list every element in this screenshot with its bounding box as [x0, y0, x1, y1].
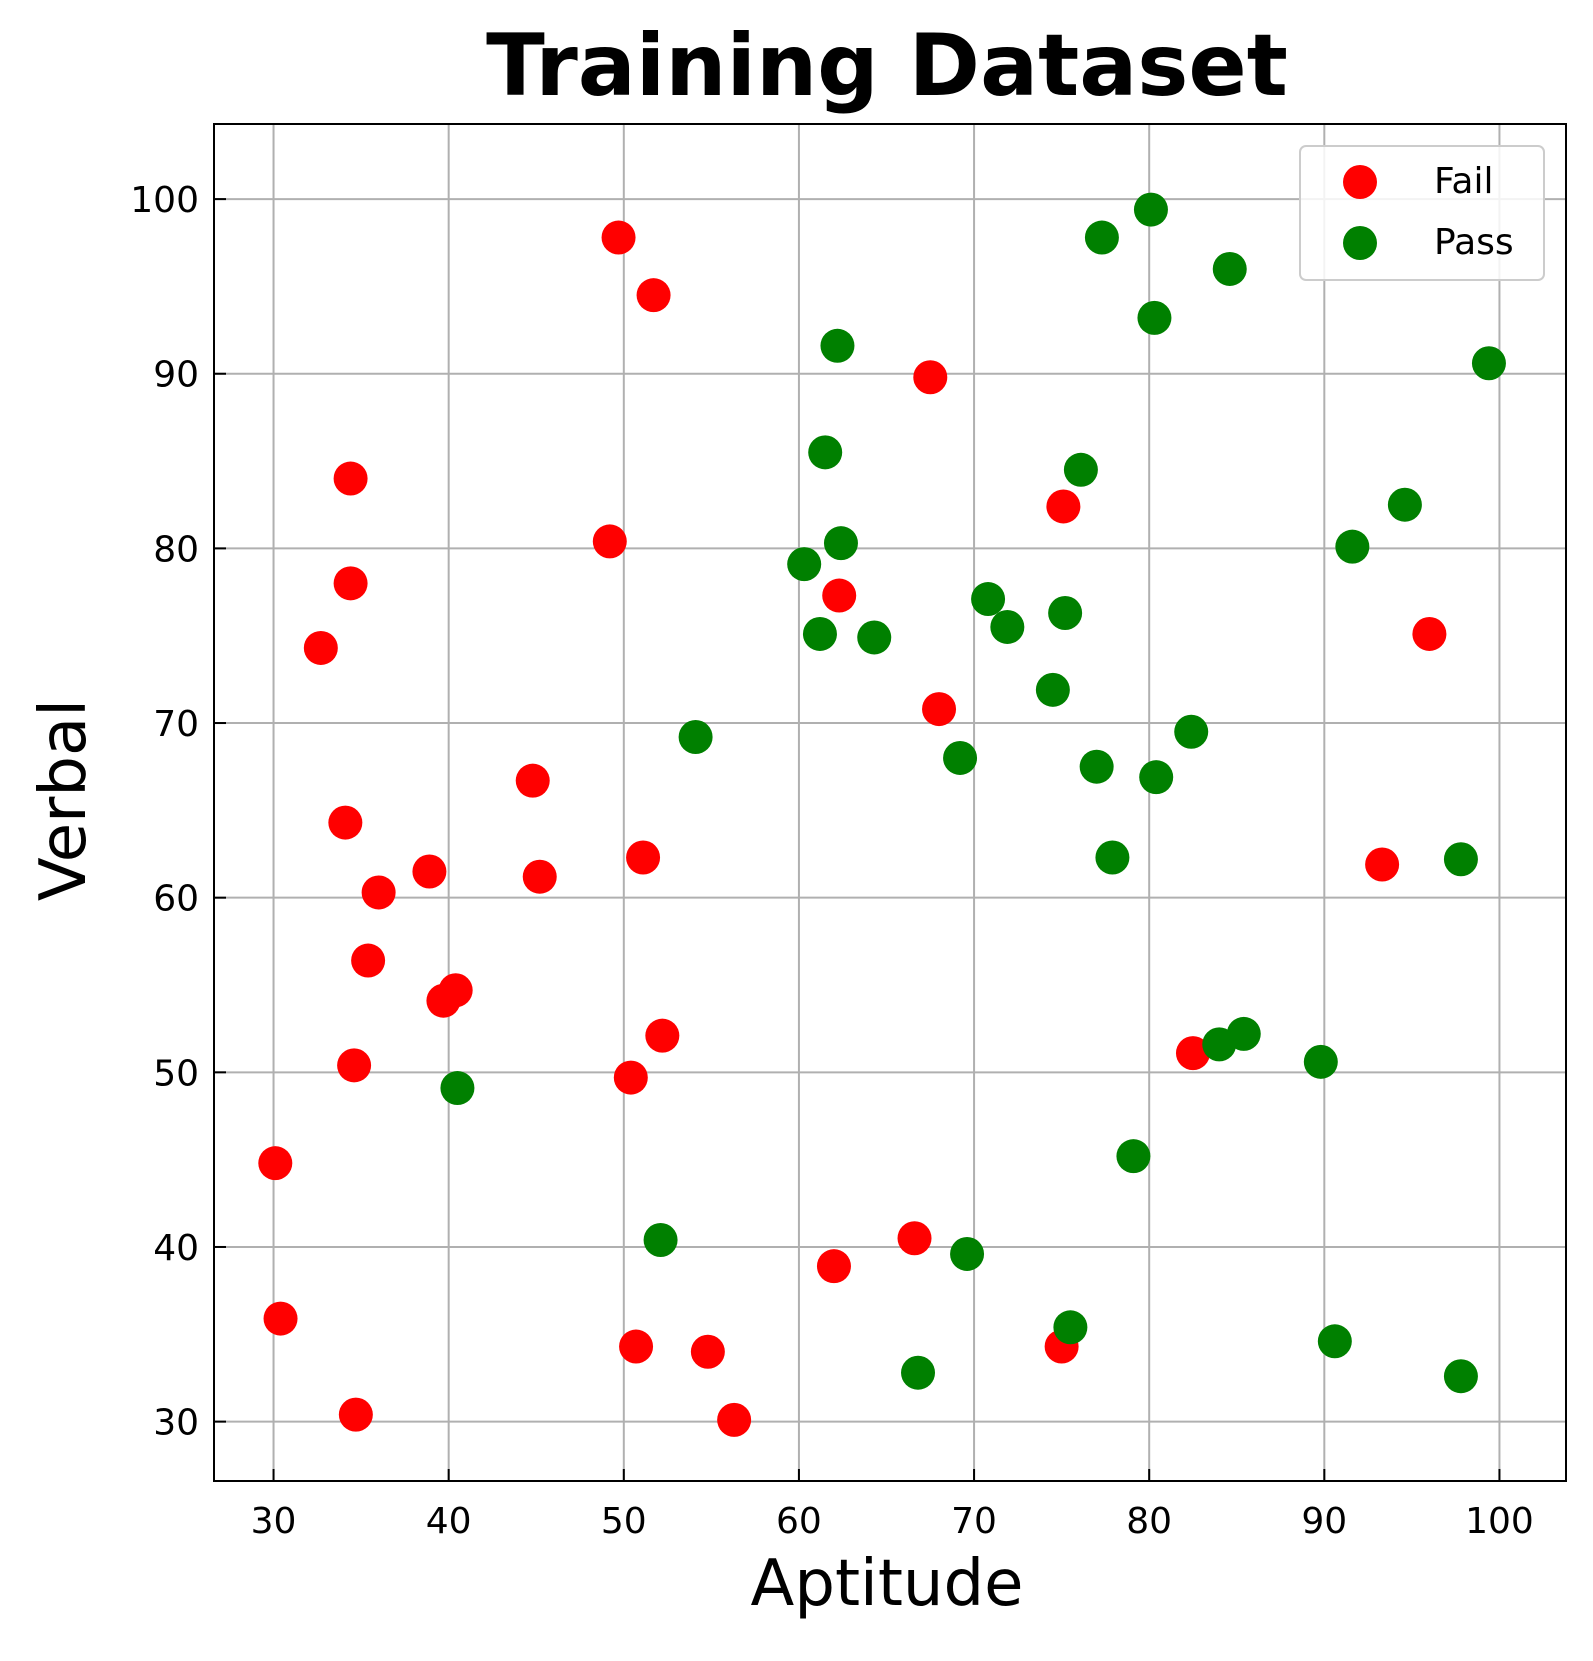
x-tick-label: 80 [1126, 1501, 1172, 1542]
pass-point [1174, 714, 1209, 749]
pass-point [1443, 1359, 1478, 1394]
fail-point [522, 859, 557, 894]
fail-point [717, 1402, 752, 1437]
fail-point [613, 1060, 648, 1095]
y-axis-label: Verbal [27, 699, 101, 901]
axis-ticks: 30 40 50 60 70 80 90 100 30 40 50 60 70 80 90 100 [130, 180, 1534, 1542]
fail-point [690, 1334, 725, 1369]
data-points [258, 192, 1506, 1437]
pass-point [1387, 487, 1422, 522]
legend: Fail Pass [1299, 145, 1545, 281]
fail-point [816, 1249, 851, 1284]
y-tick-label: 90 [153, 355, 199, 396]
fail-point [515, 763, 550, 798]
y-tick-label: 40 [153, 1228, 199, 1269]
pass-point [1471, 346, 1506, 381]
pass-point [820, 328, 855, 363]
x-tick-label: 40 [426, 1501, 472, 1542]
fail-point [361, 875, 396, 910]
pass-point [971, 582, 1006, 617]
pass-point [1063, 452, 1098, 487]
x-tick-label: 60 [776, 1501, 822, 1542]
pass-point [1335, 529, 1370, 564]
x-axis-label: Aptitude [751, 1547, 1024, 1621]
fail-point [258, 1146, 293, 1181]
pass-point [1443, 842, 1478, 877]
y-tick-label: 30 [153, 1403, 199, 1444]
pass-point [1079, 749, 1114, 784]
pass-point [1035, 672, 1070, 707]
legend-marker-pass [1343, 226, 1377, 260]
pass-point [990, 609, 1025, 644]
pass-point [1303, 1044, 1338, 1079]
fail-point [1412, 616, 1447, 651]
y-tick-label: 100 [130, 180, 199, 221]
y-tick-label: 70 [153, 704, 199, 745]
pass-point [950, 1236, 985, 1271]
fail-point [426, 983, 461, 1018]
pass-point [1048, 596, 1083, 631]
y-tick-label: 80 [153, 529, 199, 570]
fail-point [601, 220, 636, 255]
x-tick-label: 70 [951, 1501, 997, 1542]
pass-point [1084, 220, 1119, 255]
fail-point [338, 1397, 373, 1432]
fail-point [913, 360, 948, 395]
pass-point [1317, 1324, 1352, 1359]
x-tick-label: 30 [251, 1501, 297, 1542]
pass-point [1116, 1139, 1151, 1174]
pass-point [1137, 300, 1172, 335]
pass-point [823, 526, 858, 561]
legend-label-fail: Fail [1434, 161, 1493, 202]
fail-point [333, 461, 368, 496]
fail-point [1046, 489, 1081, 524]
chart-title: Training Dataset [486, 16, 1288, 116]
pass-point [901, 1355, 936, 1390]
y-tick-label: 60 [153, 879, 199, 920]
x-tick-label: 90 [1301, 1501, 1347, 1542]
fail-point [328, 805, 363, 840]
fail-point [337, 1048, 372, 1083]
pass-point [802, 616, 837, 651]
pass-point [1053, 1310, 1088, 1345]
pass-point [1212, 251, 1247, 286]
fail-point [619, 1329, 654, 1364]
fail-point [592, 524, 627, 559]
pass-point [943, 740, 978, 775]
fail-point [333, 566, 368, 601]
pass-point [1202, 1027, 1237, 1062]
fail-point [263, 1301, 298, 1336]
series-fail [258, 220, 1447, 1437]
legend-label-pass: Pass [1434, 222, 1514, 263]
pass-point [1095, 840, 1130, 875]
y-tick-label: 50 [153, 1053, 199, 1094]
legend-marker-fail [1343, 165, 1377, 199]
pass-point [1133, 192, 1168, 227]
x-tick-label: 100 [1465, 1501, 1534, 1542]
fail-point [922, 692, 957, 727]
pass-point [808, 435, 843, 470]
series-pass [440, 192, 1506, 1394]
pass-point [643, 1222, 678, 1257]
pass-point [857, 620, 892, 655]
x-tick-label: 50 [601, 1501, 647, 1542]
plot-frame [213, 123, 1567, 1482]
fail-point [303, 630, 338, 665]
pass-point [678, 720, 713, 755]
fail-point [636, 278, 671, 313]
fail-point [897, 1221, 932, 1256]
fail-point [412, 854, 447, 889]
fail-point [645, 1018, 680, 1053]
pass-point [787, 547, 822, 582]
fail-point [351, 943, 386, 978]
pass-point [440, 1071, 475, 1106]
fail-point [1175, 1036, 1210, 1071]
pass-point [1139, 760, 1174, 795]
fail-point [626, 840, 661, 875]
fail-point [1365, 847, 1400, 882]
fail-point [822, 578, 857, 613]
